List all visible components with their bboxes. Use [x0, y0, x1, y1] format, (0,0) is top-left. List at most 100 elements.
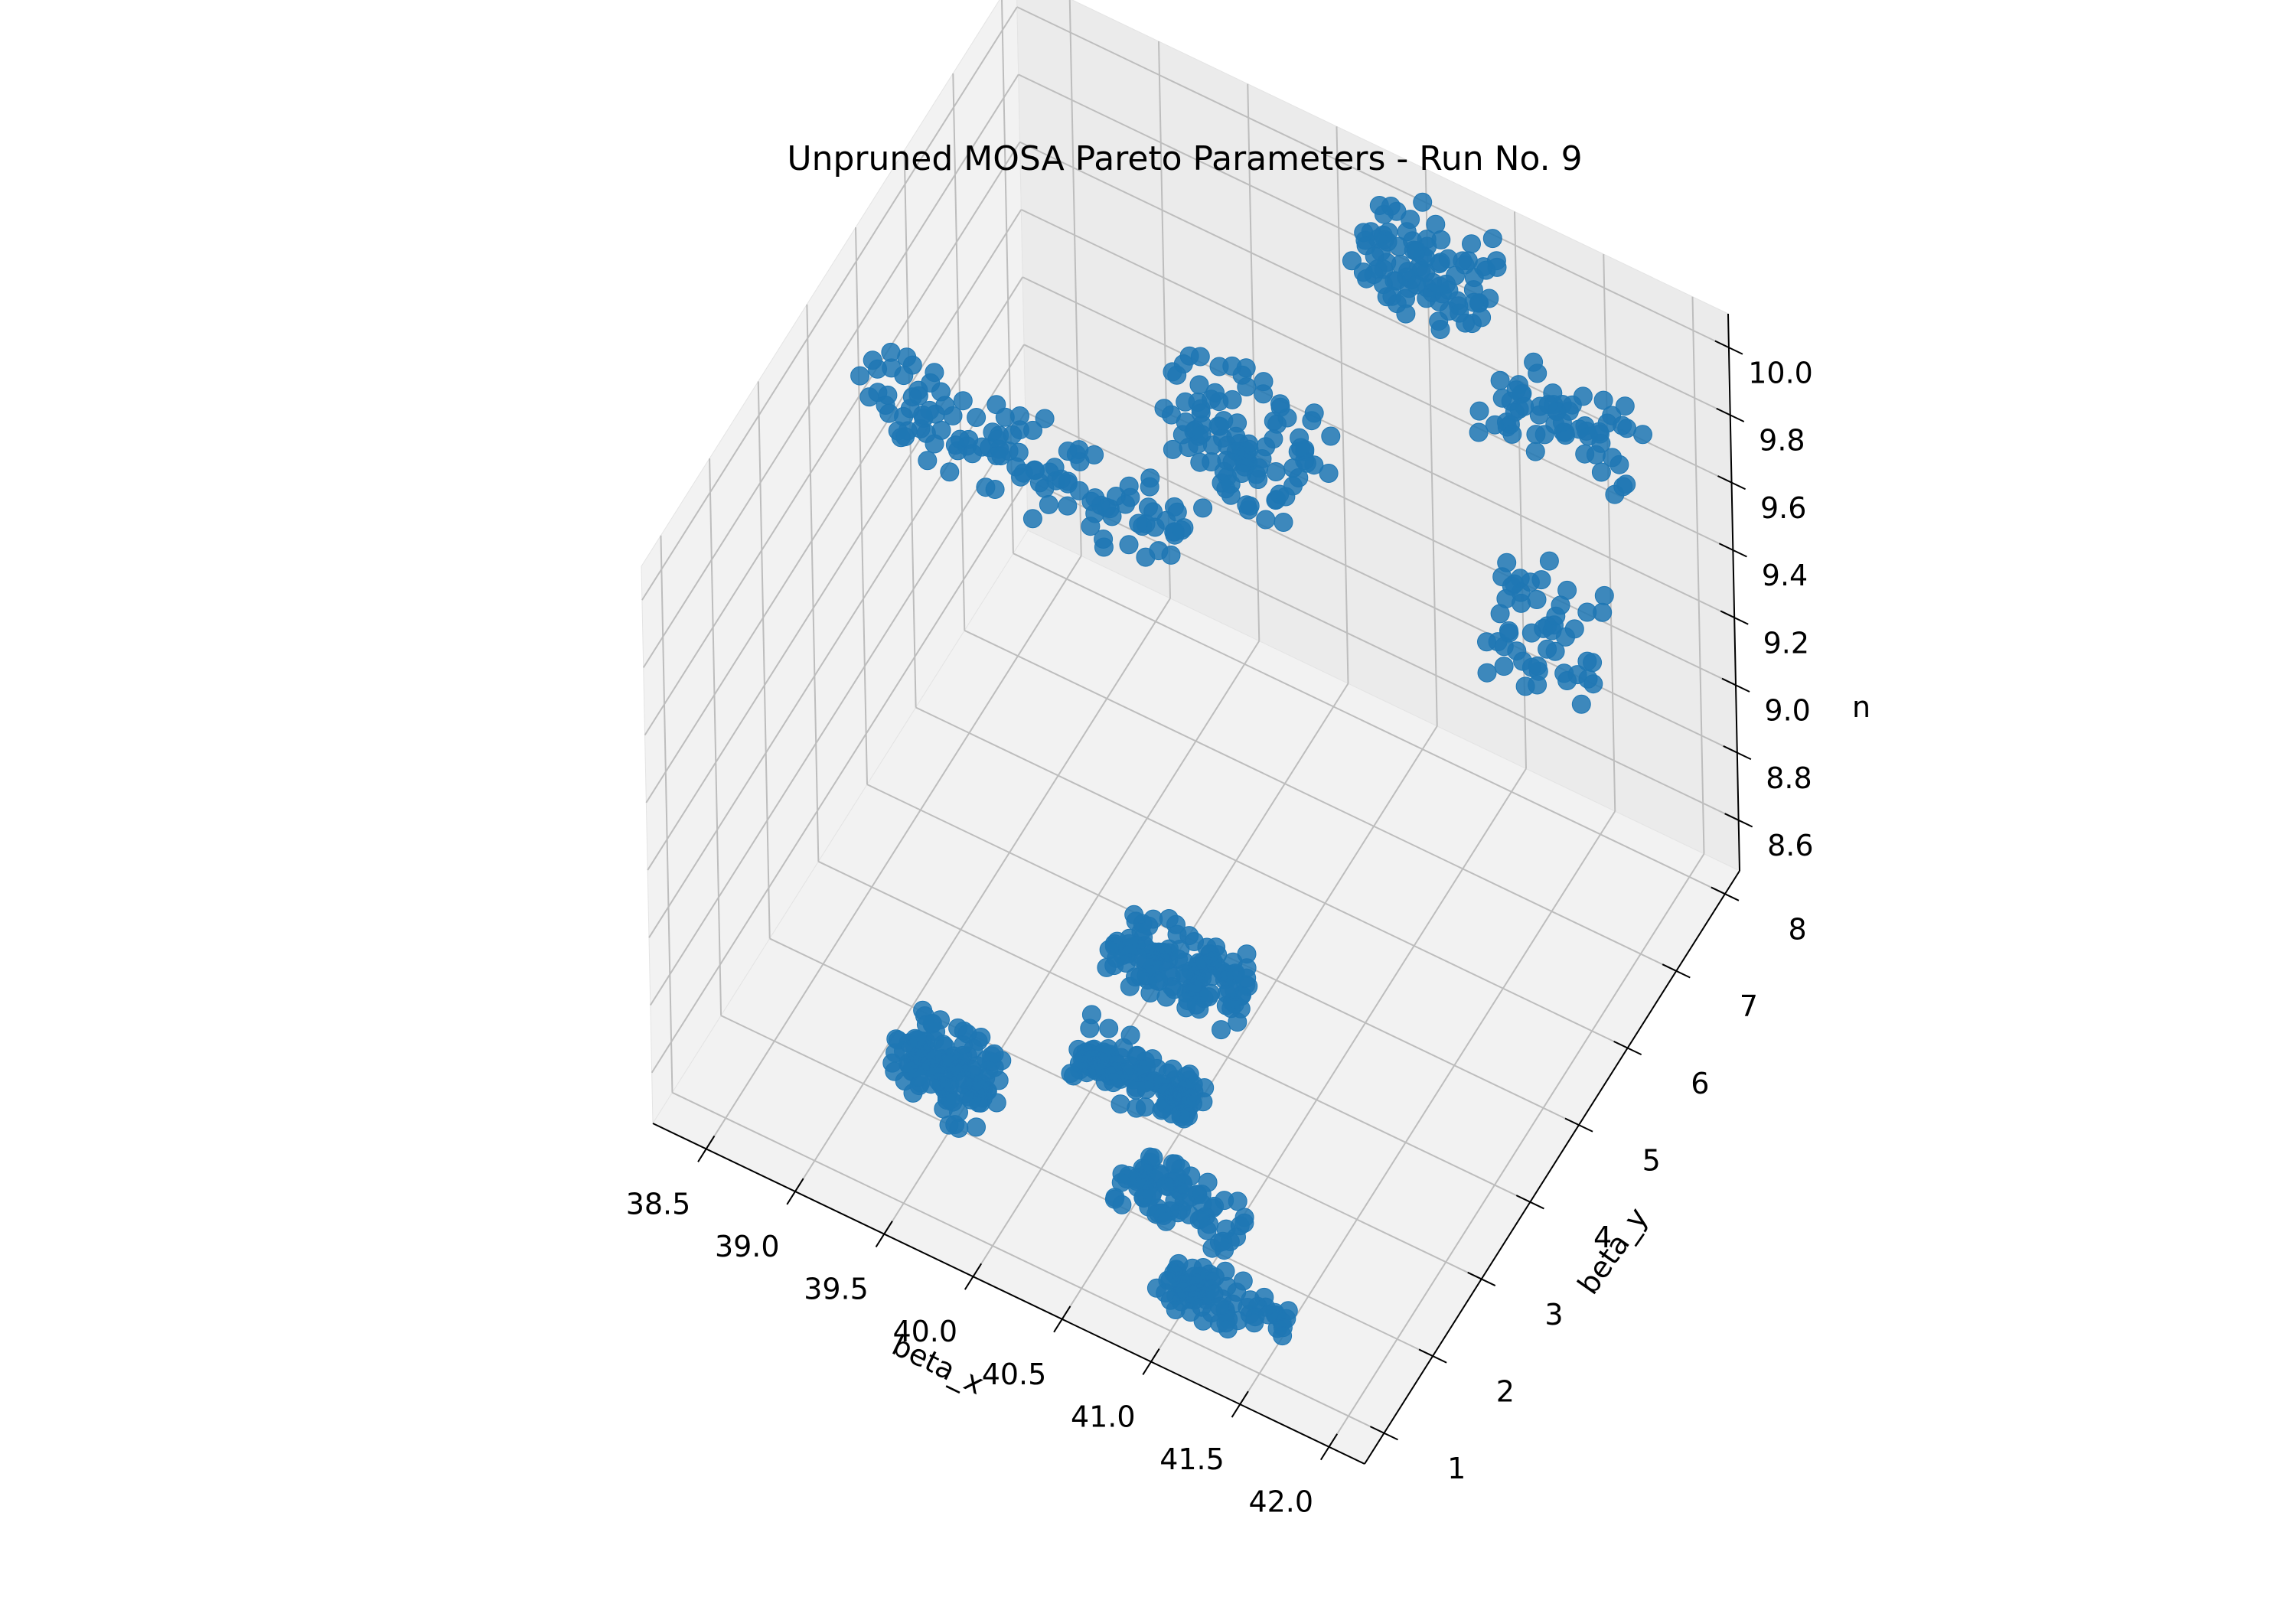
z-gridline-back [644, 142, 1021, 736]
chart-title: Unpruned MOSA Pareto Parameters - Run No… [787, 139, 1582, 178]
data-point [1490, 370, 1510, 390]
data-point [1153, 1205, 1173, 1225]
x-tick [1053, 1305, 1071, 1333]
x-tick-label: 41.5 [1159, 1442, 1225, 1476]
data-point [1172, 425, 1192, 445]
data-point [876, 396, 895, 415]
data-point [1191, 403, 1211, 423]
data-point [1202, 1238, 1222, 1258]
x-gridline-floor [794, 598, 1171, 1192]
data-point [949, 1118, 969, 1138]
data-point [1571, 694, 1591, 714]
data-point [941, 1090, 960, 1110]
z-gridline-back [651, 479, 1028, 1074]
data-point [1368, 259, 1388, 279]
data-point [1069, 481, 1089, 500]
data-point [1136, 547, 1156, 567]
data-point [1289, 468, 1309, 487]
data-point [1302, 411, 1322, 431]
x-tick [1231, 1390, 1249, 1418]
data-point [1342, 251, 1362, 271]
x-tick-label: 38.5 [626, 1187, 691, 1221]
data-point [1528, 661, 1548, 681]
data-point [1035, 409, 1055, 429]
data-point [1070, 451, 1090, 471]
x-gridline-wall [1691, 296, 1705, 854]
z-tick [1718, 543, 1747, 558]
data-point [1120, 976, 1140, 996]
data-point [1477, 663, 1497, 683]
x-tick-label: 40.5 [982, 1358, 1047, 1391]
data-point [1431, 230, 1451, 249]
data-point [1527, 590, 1547, 609]
y-tick-label: 6 [1691, 1067, 1709, 1100]
data-point [1291, 438, 1311, 458]
x-tick [1142, 1348, 1160, 1375]
data-point [955, 1070, 975, 1090]
data-point [1492, 388, 1512, 408]
data-point [1586, 445, 1606, 464]
data-point [1239, 439, 1259, 459]
data-point [1417, 288, 1437, 308]
x-gridline-wall [1603, 254, 1616, 812]
y-tick [1418, 1348, 1447, 1364]
y-gridline-wall [709, 458, 722, 1016]
y-tick [1467, 1271, 1496, 1286]
data-point [1212, 1020, 1231, 1040]
y-tick [1564, 1117, 1593, 1133]
data-point [1396, 304, 1416, 324]
z-gridline-back [641, 6, 1018, 601]
data-point [995, 407, 1015, 427]
z-gridline-side [1023, 344, 1737, 686]
z-tick-label: 9.0 [1764, 694, 1810, 728]
data-point [925, 434, 944, 454]
data-point [1545, 415, 1565, 435]
data-point [1209, 1296, 1229, 1316]
data-point [1264, 411, 1283, 431]
data-point [929, 1072, 949, 1092]
data-point [1119, 535, 1139, 555]
data-point [1494, 637, 1514, 657]
y-tick [1662, 963, 1691, 979]
data-point [1450, 303, 1469, 323]
data-point [1119, 1165, 1139, 1185]
y-tick [1711, 886, 1740, 901]
x-gridline-floor [705, 555, 1082, 1149]
x-tick-label: 40.0 [892, 1315, 957, 1348]
data-point [1214, 411, 1234, 431]
data-point [976, 478, 996, 497]
data-point [1254, 372, 1274, 392]
data-point [1149, 971, 1169, 991]
data-point [1593, 390, 1613, 410]
data-point [1202, 452, 1221, 471]
data-point [1201, 983, 1221, 1003]
axis-group: 38.5 39.0 39.5 40.0 40.5 41.0 41.5 42.0 1 2 3 4 5 6 7 8… [626, 313, 1814, 1519]
data-point [895, 427, 915, 447]
data-point [1069, 1054, 1089, 1074]
data-point [1539, 551, 1559, 571]
pane-group [641, 0, 1740, 1465]
data-point [1142, 1185, 1162, 1205]
data-point [1469, 401, 1489, 421]
point-group [850, 192, 1652, 1346]
y-axis-line [1364, 870, 1740, 1465]
data-point [1052, 469, 1071, 489]
data-point [1319, 464, 1339, 483]
data-point [1178, 991, 1198, 1011]
data-point [1477, 632, 1496, 652]
data-point [1274, 513, 1293, 532]
data-point [1221, 999, 1241, 1019]
y-tick [1515, 1195, 1544, 1210]
data-point [1469, 422, 1489, 442]
z-gridline-back [642, 73, 1019, 668]
data-point [1321, 426, 1341, 446]
y-gridline-floor [915, 706, 1629, 1049]
x-tick [786, 1178, 804, 1205]
x-gridline-wall [1514, 211, 1527, 769]
data-point [1538, 639, 1557, 659]
data-point [943, 406, 963, 425]
data-point [1512, 593, 1531, 613]
y-tick-label: 4 [1593, 1221, 1612, 1254]
data-point [1127, 1098, 1146, 1118]
